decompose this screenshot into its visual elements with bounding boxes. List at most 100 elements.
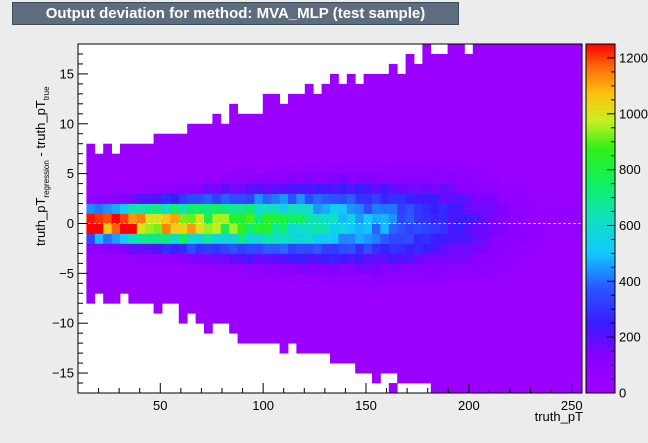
heatmap-cell — [405, 163, 415, 175]
heatmap-cell — [481, 213, 490, 224]
heatmap-cell — [288, 333, 297, 344]
heatmap-cell — [548, 103, 558, 115]
heatmap-cell — [355, 193, 364, 204]
heatmap-cell — [271, 103, 280, 115]
heatmap-cell — [237, 183, 247, 194]
heatmap-cell — [388, 193, 398, 204]
heatmap-cell — [338, 203, 348, 214]
heatmap-cell — [288, 283, 297, 294]
heatmap-cell — [321, 273, 331, 284]
heatmap-cell — [346, 193, 356, 204]
y-axis-title-main-a: truth_pT — [33, 198, 48, 246]
heatmap-cell — [363, 203, 373, 214]
heatmap-cell — [464, 313, 474, 324]
heatmap-cell — [506, 103, 516, 115]
heatmap-cell — [346, 73, 356, 85]
heatmap-cell — [254, 143, 264, 155]
heatmap-cell — [372, 273, 381, 284]
heatmap-cell — [439, 93, 448, 105]
heatmap-cell — [86, 233, 96, 244]
heatmap-cell — [565, 44, 574, 55]
heatmap-cell — [86, 153, 96, 165]
heatmap-cell — [296, 323, 306, 334]
heatmap-cell — [489, 103, 499, 115]
heatmap-cell — [220, 303, 230, 314]
heatmap-cell — [489, 53, 499, 65]
heatmap-cell — [523, 373, 532, 384]
heatmap-cell — [136, 263, 146, 274]
heatmap-cell — [288, 163, 297, 175]
heatmap-cell — [338, 303, 348, 314]
heatmap-cell — [86, 163, 96, 175]
heatmap-cell — [405, 123, 415, 135]
heatmap-cell — [187, 183, 196, 194]
heatmap-cell — [304, 293, 314, 304]
heatmap-cell — [279, 163, 289, 175]
heatmap-cell — [405, 183, 415, 194]
heatmap-cell — [456, 123, 465, 135]
heatmap-cell — [187, 203, 196, 214]
heatmap-cell — [556, 83, 566, 95]
heatmap-cell — [128, 153, 138, 165]
heatmap-cell — [548, 143, 558, 155]
heatmap-cell — [540, 323, 549, 334]
heatmap-cell — [489, 44, 499, 55]
heatmap-cell — [531, 343, 541, 354]
heatmap-cell — [330, 163, 339, 175]
x-axis-title: truth_pT — [535, 409, 583, 424]
heatmap-cell — [456, 83, 465, 95]
heatmap-cell — [405, 93, 415, 105]
heatmap-cell — [414, 203, 423, 214]
heatmap-cell — [220, 253, 230, 264]
heatmap-cell — [548, 73, 558, 85]
heatmap-cell — [288, 193, 297, 204]
heatmap-cell — [464, 243, 474, 254]
heatmap-cell — [153, 213, 163, 224]
heatmap-cell — [565, 353, 574, 364]
heatmap-cell — [321, 343, 331, 354]
heatmap-cell — [472, 303, 482, 314]
heatmap-cell — [388, 173, 398, 184]
heatmap-cell — [481, 143, 490, 155]
heatmap-cell — [472, 93, 482, 105]
heatmap-cell — [170, 223, 180, 234]
heatmap-cell — [372, 293, 381, 304]
heatmap-cell — [514, 44, 524, 55]
heatmap-cell — [523, 343, 532, 354]
heatmap-cell — [514, 233, 524, 244]
heatmap-cell — [94, 163, 104, 175]
heatmap-cell — [531, 173, 541, 184]
heatmap-cell — [313, 143, 322, 155]
heatmap-cell — [498, 283, 507, 294]
heatmap-cell — [220, 143, 230, 155]
heatmap-cell — [548, 113, 558, 125]
heatmap-cell — [439, 323, 448, 334]
heatmap-cell — [187, 213, 196, 224]
y-axis-title-mid: - truth_pT — [33, 100, 48, 160]
heatmap-cell — [271, 153, 280, 165]
x-tick-label: 100 — [252, 398, 274, 413]
heatmap-cell — [506, 233, 516, 244]
heatmap-cell — [111, 153, 121, 165]
heatmap-cell — [111, 273, 121, 284]
heatmap-cell — [254, 243, 264, 254]
heatmap-cell — [330, 273, 339, 284]
heatmap-cell — [262, 213, 272, 224]
heatmap-cell — [540, 263, 549, 274]
heatmap-cell — [565, 303, 574, 314]
heatmap-cell — [565, 373, 574, 384]
heatmap-cell — [380, 303, 390, 314]
heatmap-cell — [414, 183, 423, 194]
heatmap-cell — [456, 73, 465, 85]
heatmap-cell — [338, 133, 348, 145]
heatmap-cell — [237, 173, 247, 184]
heatmap-cell — [514, 383, 524, 394]
heatmap-cell — [187, 173, 196, 184]
heatmap-cell — [346, 343, 356, 354]
y-tick-label: −15 — [52, 366, 74, 381]
heatmap-cell — [472, 153, 482, 165]
heatmap-cell — [338, 153, 348, 165]
heatmap-cell — [279, 333, 289, 344]
heatmap-cell — [296, 103, 306, 115]
heatmap-cell — [212, 203, 222, 214]
